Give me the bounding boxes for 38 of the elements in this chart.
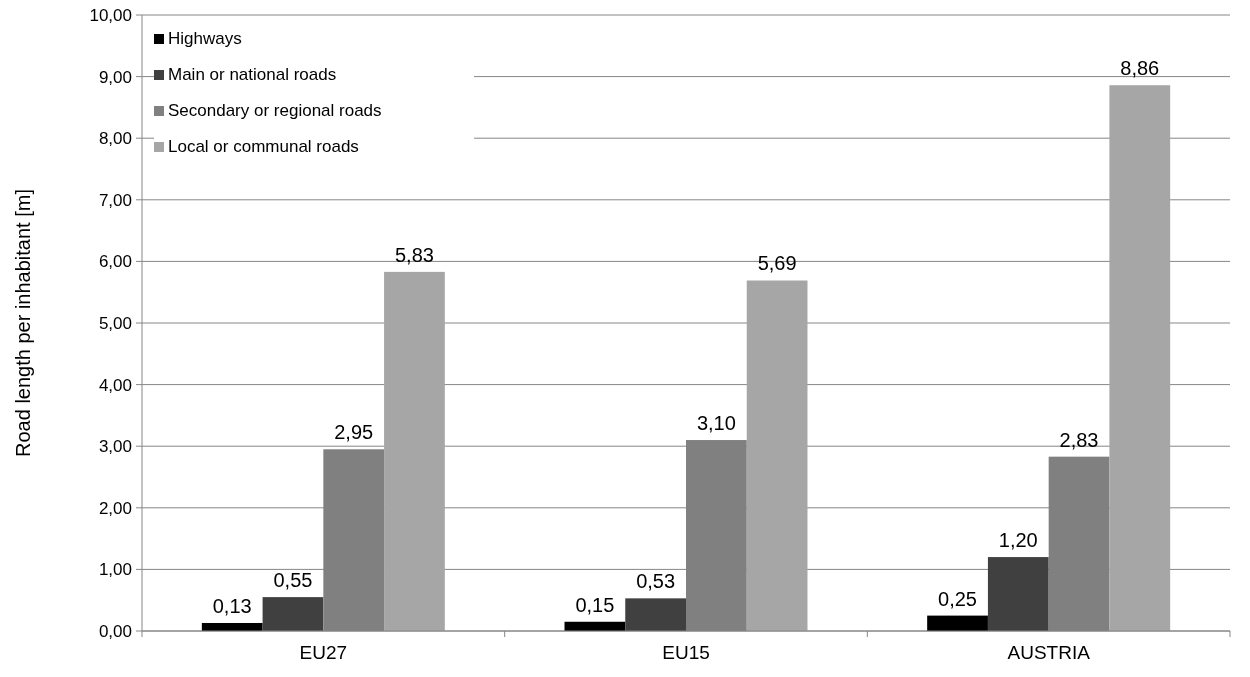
x-tick-label: EU15 bbox=[662, 642, 710, 663]
y-tick-label: 1,00 bbox=[98, 560, 132, 580]
y-tick-label: 5,00 bbox=[98, 313, 132, 333]
bar bbox=[625, 598, 686, 631]
bar bbox=[746, 280, 808, 631]
data-label: 0,53 bbox=[636, 570, 676, 593]
data-label: 8,86 bbox=[1120, 57, 1160, 80]
bar bbox=[262, 597, 324, 631]
data-label: 0,15 bbox=[575, 593, 615, 616]
y-tick-label: 4,00 bbox=[98, 375, 132, 395]
y-tick-label: 0,00 bbox=[98, 621, 132, 641]
data-label: 5,83 bbox=[394, 243, 434, 266]
x-tick-label: EU27 bbox=[299, 642, 348, 663]
data-label: 0,55 bbox=[273, 569, 313, 592]
data-label: 1,20 bbox=[998, 529, 1038, 552]
y-tick-label: 8,00 bbox=[98, 129, 132, 149]
legend-label: Highways bbox=[168, 29, 242, 48]
y-tick-label: 9,00 bbox=[98, 67, 132, 87]
data-label: 5,69 bbox=[757, 252, 797, 275]
y-tick-label: 6,00 bbox=[98, 252, 132, 272]
y-tick-label: 3,00 bbox=[98, 437, 132, 457]
data-label: 3,10 bbox=[696, 412, 736, 435]
data-label: 0,13 bbox=[212, 594, 252, 617]
bar bbox=[1109, 85, 1171, 631]
y-tick-label: 2,00 bbox=[98, 498, 132, 518]
data-label: 0,25 bbox=[938, 587, 978, 610]
bar bbox=[987, 557, 1049, 631]
legend-label: Local or communal roads bbox=[168, 137, 359, 156]
bar bbox=[927, 615, 988, 631]
x-tick-label: AUSTRIA bbox=[1007, 642, 1091, 663]
data-label: 2,83 bbox=[1059, 428, 1099, 451]
legend-label: Secondary or regional roads bbox=[168, 101, 382, 120]
y-tick-label: 7,00 bbox=[98, 190, 132, 210]
y-axis-title: Road length per inhabitant [m] bbox=[12, 189, 34, 457]
bar bbox=[384, 271, 445, 631]
data-label: 2,95 bbox=[334, 421, 374, 444]
y-tick-label: 10,00 bbox=[89, 5, 132, 25]
legend-label: Main or national roads bbox=[168, 65, 337, 84]
